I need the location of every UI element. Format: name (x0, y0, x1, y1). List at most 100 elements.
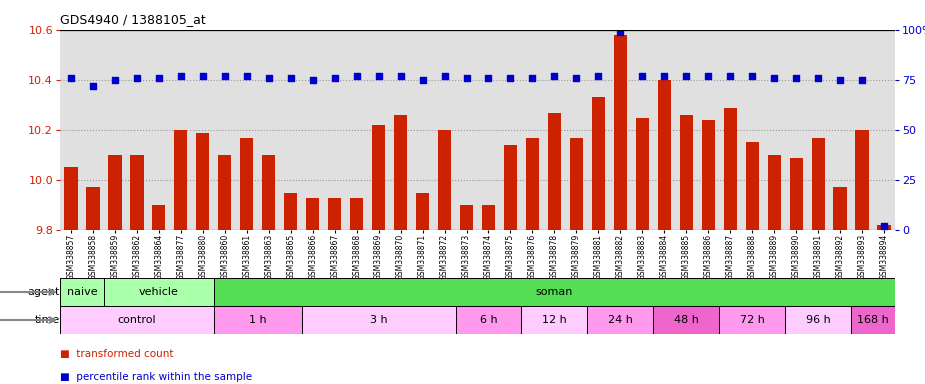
Text: 12 h: 12 h (542, 315, 567, 325)
Text: 96 h: 96 h (806, 315, 831, 325)
Bar (130, 155, 143, 230)
Point (459, 75, 474, 81)
Text: 24 h: 24 h (608, 315, 633, 325)
Point (789, 75, 804, 81)
Bar (302, 306, 455, 334)
Point (767, 75, 782, 81)
Point (525, 75, 540, 81)
Bar (635, 118, 649, 230)
Text: control: control (117, 315, 156, 325)
Bar (65, 167, 78, 230)
Bar (86, 187, 100, 230)
Bar (833, 187, 846, 230)
Bar (218, 155, 231, 230)
Text: time: time (35, 315, 60, 325)
Point (195, 73, 210, 79)
Point (481, 75, 496, 81)
Text: agent: agent (28, 287, 60, 297)
Point (152, 75, 166, 81)
Point (85, 83, 100, 89)
Bar (613, 35, 627, 230)
Bar (60, 278, 104, 306)
Point (283, 75, 298, 81)
Bar (394, 115, 407, 230)
Bar (720, 306, 785, 334)
Text: vehicle: vehicle (139, 287, 179, 297)
Text: 72 h: 72 h (740, 315, 765, 325)
Point (415, 77, 430, 83)
Text: 6 h: 6 h (480, 315, 498, 325)
Bar (525, 137, 539, 230)
Point (371, 73, 386, 79)
Bar (416, 192, 429, 230)
Point (393, 73, 408, 79)
Bar (455, 306, 522, 334)
Text: soman: soman (536, 287, 574, 297)
Text: ■  transformed count: ■ transformed count (60, 349, 174, 359)
Point (657, 73, 672, 79)
Bar (570, 137, 583, 230)
Bar (856, 130, 869, 230)
Bar (153, 205, 166, 230)
Bar (108, 155, 121, 230)
Bar (262, 155, 276, 230)
Point (305, 77, 320, 83)
Point (569, 75, 584, 81)
Bar (214, 306, 302, 334)
Point (174, 73, 189, 79)
Point (547, 73, 561, 79)
Bar (785, 306, 851, 334)
Bar (587, 306, 653, 334)
Text: 1 h: 1 h (249, 315, 266, 325)
Text: ■  percentile rank within the sample: ■ percentile rank within the sample (60, 372, 253, 382)
Bar (214, 278, 895, 306)
Bar (460, 205, 473, 230)
Point (438, 73, 452, 79)
Point (810, 75, 825, 81)
Point (701, 73, 716, 79)
Bar (811, 137, 825, 230)
Bar (702, 120, 715, 230)
Bar (522, 306, 587, 334)
Bar (746, 142, 758, 230)
Bar (350, 197, 364, 230)
Text: 168 h: 168 h (857, 315, 889, 325)
Bar (104, 278, 214, 306)
Bar (768, 155, 781, 230)
Bar (240, 137, 253, 230)
Bar (372, 125, 385, 230)
Point (635, 73, 649, 79)
Bar (790, 157, 803, 230)
Bar (196, 132, 209, 230)
Point (722, 73, 737, 79)
Bar (851, 306, 895, 334)
Bar (482, 205, 495, 230)
Bar (328, 197, 341, 230)
Bar (60, 306, 214, 334)
Point (503, 75, 518, 81)
Point (64, 75, 79, 81)
Point (877, 223, 892, 229)
Bar (548, 113, 561, 230)
Point (327, 75, 342, 81)
Text: 48 h: 48 h (673, 315, 698, 325)
Bar (653, 306, 720, 334)
Point (107, 77, 122, 83)
Text: naive: naive (67, 287, 97, 297)
Point (262, 75, 277, 81)
Point (613, 29, 628, 35)
Text: 3 h: 3 h (370, 315, 388, 325)
Point (855, 77, 870, 83)
Bar (438, 130, 451, 230)
Point (745, 73, 759, 79)
Bar (284, 192, 297, 230)
Text: GDS4940 / 1388105_at: GDS4940 / 1388105_at (60, 13, 205, 26)
Point (679, 73, 694, 79)
Bar (504, 145, 517, 230)
Bar (658, 80, 671, 230)
Point (832, 77, 847, 83)
Point (217, 73, 232, 79)
Point (350, 73, 364, 79)
Point (240, 73, 254, 79)
Bar (878, 225, 891, 230)
